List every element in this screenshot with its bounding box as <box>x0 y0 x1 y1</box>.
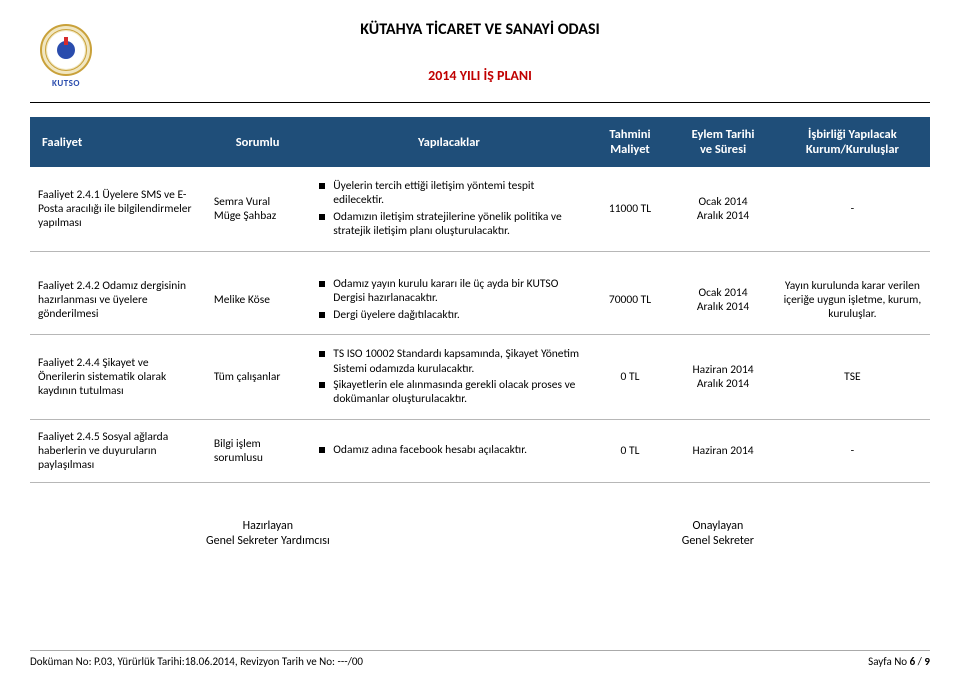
cell-maliyet: 0 TL <box>589 419 672 482</box>
sig-right-l1: Onaylayan <box>682 519 754 535</box>
cell-sorumlu: Semra VuralMüge Şahbaz <box>206 167 309 251</box>
signature-row: Hazırlayan Genel Sekreter Yardımcısı Ona… <box>30 519 930 550</box>
col-maliyet: Tahmini Maliyet <box>589 117 672 167</box>
bullet-item: TS ISO 10002 Standardı kapsamında, Şikay… <box>319 347 580 376</box>
page-label: Sayfa No <box>868 655 909 668</box>
page-number: Sayfa No 6 / 9 <box>868 655 930 668</box>
cell-yapilacaklar: Odamız yayın kurulu kararı ile üç ayda b… <box>309 265 588 335</box>
row-gap <box>30 251 930 265</box>
col-tarih: Eylem Tarihi ve Süresi <box>671 117 774 167</box>
plan-title: 2014 YILI İŞ PLANI <box>120 67 840 84</box>
page-total: 9 <box>924 655 930 668</box>
cell-maliyet: 70000 TL <box>589 265 672 335</box>
table-row: Faaliyet 2.4.5 Sosyal ağlarda haberlerin… <box>30 419 930 482</box>
col-sorumlu: Sorumlu <box>206 117 309 167</box>
cell-sorumlu: Tüm çalışanlar <box>206 335 309 420</box>
col-tarih-l2: ve Süresi <box>679 142 766 157</box>
table-row: Faaliyet 2.4.4 Şikayet ve Önerilerin sis… <box>30 335 930 420</box>
bullet-item: Üyelerin tercih ettiği iletişim yöntemi … <box>319 179 580 208</box>
cell-tarih: Ocak 2014Aralık 2014 <box>671 167 774 251</box>
table-row: Faaliyet 2.4.1 Üyelere SMS ve E-Posta ar… <box>30 167 930 251</box>
col-yapilacaklar: Yapılacaklar <box>309 117 588 167</box>
plan-table: Faaliyet Sorumlu Yapılacaklar Tahmini Ma… <box>30 117 930 483</box>
bullet-item: Odamız adına facebook hesabı açılacaktır… <box>319 443 580 457</box>
logo-caption: KUTSO <box>52 78 80 89</box>
cell-isbirligi: - <box>775 167 930 251</box>
org-logo: KUTSO <box>30 18 102 94</box>
cell-faaliyet: Faaliyet 2.4.4 Şikayet ve Önerilerin sis… <box>30 335 206 420</box>
cell-yapilacaklar: Üyelerin tercih ettiği iletişim yöntemi … <box>309 167 588 251</box>
col-isbirligi: İşbirliği Yapılacak Kurum/Kuruluşlar <box>775 117 930 167</box>
doc-info: Doküman No: P.03, Yürürlük Tarihi:18.06.… <box>30 655 363 668</box>
cell-maliyet: 0 TL <box>589 335 672 420</box>
cell-isbirligi: Yayın kurulunda karar verilen içeriğe uy… <box>775 265 930 335</box>
sig-left-l1: Hazırlayan <box>206 519 330 535</box>
cell-yapilacaklar: TS ISO 10002 Standardı kapsamında, Şikay… <box>309 335 588 420</box>
page-footer: Doküman No: P.03, Yürürlük Tarihi:18.06.… <box>30 650 930 668</box>
sig-right-l2: Genel Sekreter <box>682 534 754 550</box>
col-tarih-l1: Eylem Tarihi <box>679 127 766 142</box>
document-header: KUTSO KÜTAHYA TİCARET VE SANAYİ ODASI 20… <box>30 18 930 94</box>
cell-sorumlu: Melike Köse <box>206 265 309 335</box>
col-isb-l1: İşbirliği Yapılacak <box>783 127 922 142</box>
cell-yapilacaklar: Odamız adına facebook hesabı açılacaktır… <box>309 419 588 482</box>
col-maliyet-l2: Maliyet <box>597 142 664 157</box>
cell-maliyet: 11000 TL <box>589 167 672 251</box>
cell-tarih: Ocak 2014Aralık 2014 <box>671 265 774 335</box>
bullet-item: Dergi üyelere dağıtılacaktır. <box>319 308 580 322</box>
logo-seal-icon <box>40 24 92 76</box>
cell-tarih: Haziran 2014Aralık 2014 <box>671 335 774 420</box>
col-isb-l2: Kurum/Kuruluşlar <box>783 142 922 157</box>
cell-isbirligi: TSE <box>775 335 930 420</box>
cell-faaliyet: Faaliyet 2.4.1 Üyelere SMS ve E-Posta ar… <box>30 167 206 251</box>
cell-faaliyet: Faaliyet 2.4.2 Odamız dergisinin hazırla… <box>30 265 206 335</box>
cell-isbirligi: - <box>775 419 930 482</box>
bullet-item: Şikayetlerin ele alınmasında gerekli ola… <box>319 378 580 407</box>
header-rule <box>30 102 930 103</box>
cell-faaliyet: Faaliyet 2.4.5 Sosyal ağlarda haberlerin… <box>30 419 206 482</box>
col-faaliyet: Faaliyet <box>30 117 206 167</box>
bullet-item: Odamızın iletişim stratejilerine yönelik… <box>319 210 580 239</box>
table-row: Faaliyet 2.4.2 Odamız dergisinin hazırla… <box>30 265 930 335</box>
col-maliyet-l1: Tahmini <box>597 127 664 142</box>
cell-sorumlu: Bilgi işlem sorumlusu <box>206 419 309 482</box>
signature-approver: Onaylayan Genel Sekreter <box>682 519 754 550</box>
table-header-row: Faaliyet Sorumlu Yapılacaklar Tahmini Ma… <box>30 117 930 167</box>
bullet-item: Odamız yayın kurulu kararı ile üç ayda b… <box>319 277 580 306</box>
signature-preparer: Hazırlayan Genel Sekreter Yardımcısı <box>206 519 330 550</box>
cell-tarih: Haziran 2014 <box>671 419 774 482</box>
sig-left-l2: Genel Sekreter Yardımcısı <box>206 534 330 550</box>
org-title: KÜTAHYA TİCARET VE SANAYİ ODASI <box>120 20 840 39</box>
